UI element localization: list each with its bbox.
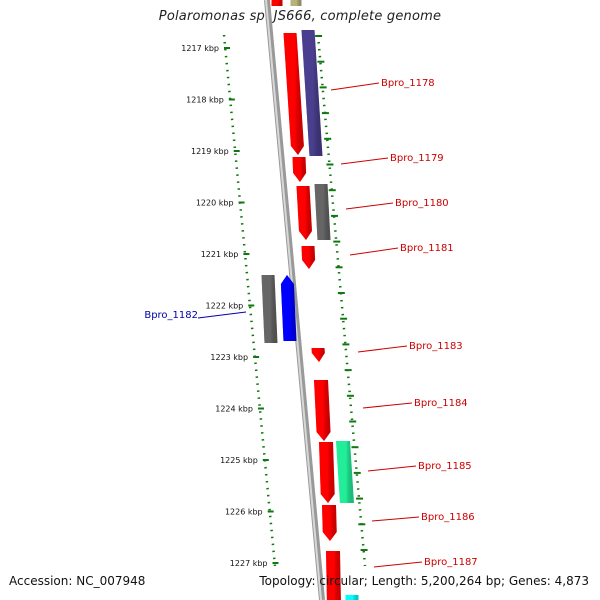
cds-bpro-1185[interactable] <box>319 442 335 503</box>
gene-label[interactable]: Bpro_1181 <box>400 243 454 254</box>
cds-bpro-1181[interactable] <box>301 246 316 269</box>
cds-bpro-1183[interactable] <box>311 348 325 362</box>
cds-bpro-1180[interactable] <box>296 186 313 240</box>
cds-bpro-1181-shade <box>301 246 316 269</box>
cds-bpro-1187-shade <box>326 551 341 600</box>
gene-features <box>261 0 359 600</box>
cds-bpro-1183-shade <box>311 348 325 362</box>
cds-bpro-1180-hit-shade <box>314 184 331 240</box>
cds-bpro-1178[interactable] <box>283 33 304 155</box>
tick-label: 1226 kbp <box>225 508 263 517</box>
cds-bpro-1187[interactable] <box>326 551 341 600</box>
cds-bpro-1182-hit[interactable] <box>261 275 278 343</box>
cds-bpro-1185-hit[interactable] <box>336 441 354 503</box>
cds-neighbor-top[interactable] <box>290 0 302 6</box>
cds-bpro-1186-shade <box>322 505 337 541</box>
tick-label: 1219 kbp <box>191 147 229 156</box>
cds-bpro-1179-shade <box>292 157 307 182</box>
cds-bpro-1182-shade <box>280 275 297 341</box>
map-title: Polaromonas sp. JS666, complete genome <box>158 9 442 24</box>
tick-label: 1225 kbp <box>220 456 258 465</box>
cds-bpro-1185-shade <box>319 442 335 503</box>
tick-label: 1227 kbp <box>230 559 268 568</box>
tick-label: 1223 kbp <box>210 353 248 362</box>
gene-label-leader <box>330 82 380 91</box>
gene-label[interactable]: Bpro_1179 <box>390 153 444 164</box>
cds-bpro-1179[interactable] <box>292 157 307 182</box>
accession-text: Accession: NC_007948 <box>9 574 146 588</box>
cds-neighbor-bottom-shade <box>345 595 359 600</box>
gene-label-leader <box>367 465 417 472</box>
gene-label-leader <box>373 561 423 568</box>
cds-bpro-1185-hit-shade <box>336 441 354 503</box>
cds-bpro-1182-hit-shade <box>261 275 278 343</box>
gene-label[interactable]: Bpro_1185 <box>418 461 472 472</box>
genome-summary-text: Topology: circular; Length: 5,200,264 bp… <box>259 574 589 588</box>
cds-neighbor-bottom[interactable] <box>345 595 359 600</box>
gene-label-leader <box>371 516 420 522</box>
cds-bpro-1178-shade <box>283 33 304 155</box>
gene-label[interactable]: Bpro_1186 <box>421 512 475 523</box>
cds-bpro-1177-shade <box>271 0 283 6</box>
cds-bpro-1186[interactable] <box>322 505 337 541</box>
gene-label[interactable]: Bpro_1182 <box>144 310 198 321</box>
cds-bpro-1180-shade <box>296 186 312 240</box>
tick-label: 1224 kbp <box>215 405 253 414</box>
cds-bpro-1184-shade <box>314 380 331 441</box>
gene-label-leader <box>357 345 408 353</box>
gene-label[interactable]: Bpro_1187 <box>424 557 478 568</box>
tick-label: 1217 kbp <box>181 44 219 53</box>
cds-neighbor-top-shade <box>290 0 302 6</box>
gene-label-leader <box>345 202 394 210</box>
gene-label[interactable]: Bpro_1184 <box>414 398 468 409</box>
cds-bpro-1178-hit-shade <box>301 30 323 156</box>
cds-bpro-1180-hit[interactable] <box>314 184 331 240</box>
cds-bpro-1182[interactable] <box>280 275 297 341</box>
tick-group: 1217 kbp 1218 kbp 1219 kbp 1220 kbp 1221 kbp… <box>181 35 368 568</box>
gene-label[interactable]: Bpro_1183 <box>409 341 463 352</box>
gene-labels: Bpro_1178 Bpro_1179 Bpro_1180 Bpro_1181 Bpro… <box>144 78 477 568</box>
gene-label[interactable]: Bpro_1180 <box>395 198 449 209</box>
gene-label[interactable]: Bpro_1178 <box>381 78 435 89</box>
cds-bpro-1178-hit[interactable] <box>301 30 323 156</box>
tick-label: 1220 kbp <box>196 199 234 208</box>
tick-label: 1221 kbp <box>201 250 239 259</box>
gene-label-leader <box>362 402 413 409</box>
cds-bpro-1184[interactable] <box>314 380 331 441</box>
tick-label: 1222 kbp <box>206 302 244 311</box>
gene-label-leader <box>349 247 399 256</box>
tick-label: 1218 kbp <box>186 96 224 105</box>
gene-label-leader <box>340 157 389 165</box>
gene-label-leader <box>197 311 247 319</box>
cds-bpro-1177[interactable] <box>271 0 283 6</box>
left-tick-track <box>222 34 277 567</box>
right-tick-track <box>316 34 367 567</box>
